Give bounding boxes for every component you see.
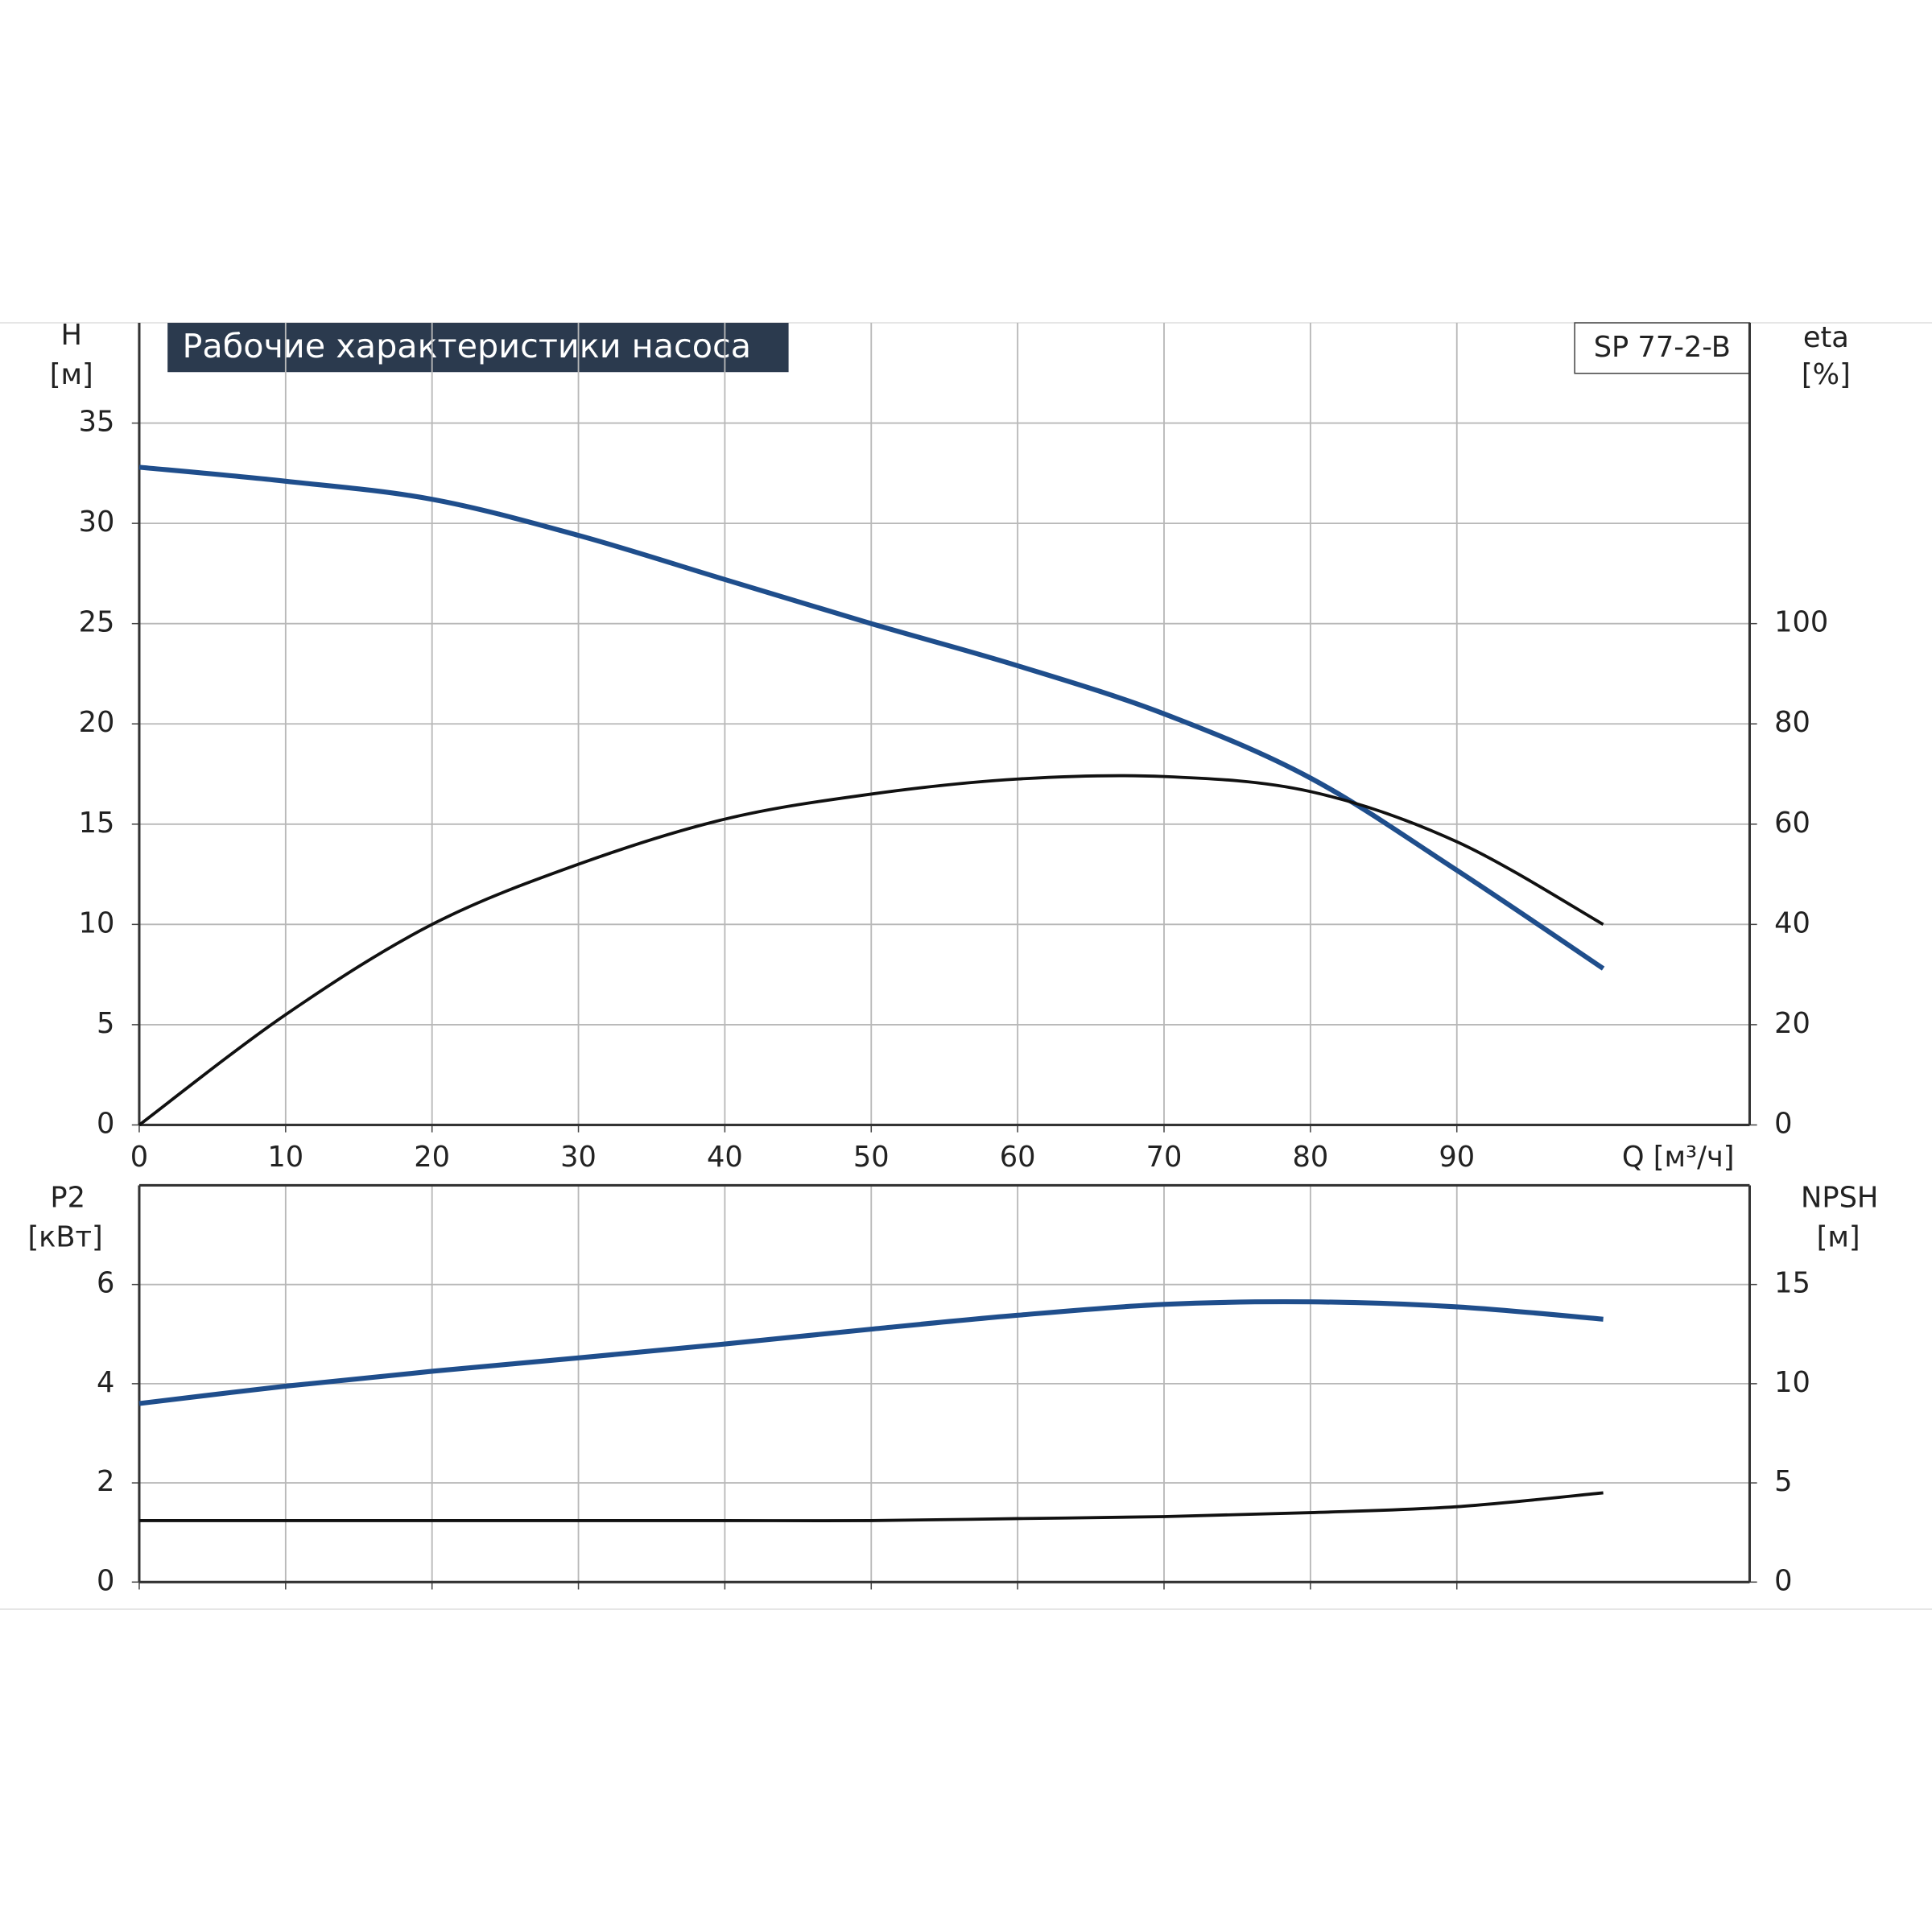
y2-tick-label: 80: [1774, 706, 1810, 739]
y2-tick-label: 10: [1774, 1366, 1810, 1399]
y2-tick-label: 5: [1774, 1465, 1792, 1498]
y2-tick-label: 15: [1774, 1267, 1810, 1300]
y2-label: eta: [1803, 321, 1849, 354]
model-box: [1574, 322, 1751, 374]
y-tick-label: 0: [97, 1107, 114, 1140]
y2-tick-label: 20: [1774, 1007, 1810, 1040]
y-tick-label: 2: [97, 1465, 114, 1498]
series-line: [138, 1491, 1604, 1523]
x-tick-label: 50: [853, 1141, 890, 1174]
y2-tick-label: 40: [1774, 906, 1810, 939]
y-tick-label: 20: [79, 706, 115, 739]
x-tick-label: 70: [1146, 1141, 1183, 1174]
y-tick-label: 10: [79, 906, 115, 939]
series-line: [138, 464, 1605, 971]
y-tick-label: 15: [79, 807, 115, 840]
model-label: SP 77-2-B: [1594, 331, 1731, 364]
x-tick-label: 60: [1000, 1141, 1036, 1174]
x-label: Q [м³/ч]: [1622, 1141, 1735, 1174]
y-tick-label: 30: [79, 506, 115, 539]
title-banner: [167, 323, 789, 373]
y-tick-label: 5: [97, 1007, 114, 1040]
y-tick-label: 35: [79, 406, 115, 439]
y2-tick-label: 100: [1774, 606, 1828, 639]
y2-tick-label: 60: [1774, 807, 1810, 840]
x-tick-label: 30: [560, 1141, 597, 1174]
y-label: P2: [50, 1181, 85, 1214]
y-tick-label: 25: [79, 606, 115, 639]
y2-label: NPSH: [1801, 1181, 1878, 1214]
y-label: H: [61, 319, 82, 352]
x-tick-label: 40: [707, 1141, 743, 1174]
y2-tick-label: 0: [1774, 1564, 1792, 1597]
y-tick-label: 6: [97, 1267, 114, 1300]
x-tick-label: 80: [1292, 1141, 1328, 1174]
x-tick-label: 0: [130, 1141, 148, 1174]
x-tick-label: 10: [267, 1141, 303, 1174]
y2-unit: [м]: [1817, 1220, 1860, 1253]
y2-unit: [%]: [1802, 358, 1851, 391]
y-unit: [м]: [50, 358, 93, 391]
y2-tick-label: 0: [1774, 1107, 1792, 1140]
chart-title: Рабочие характеристики насоса: [183, 327, 752, 365]
x-tick-label: 20: [414, 1141, 450, 1174]
y-tick-label: 4: [97, 1366, 114, 1399]
y-tick-label: 0: [97, 1564, 114, 1597]
series-line: [138, 774, 1604, 1126]
y-unit: [кВт]: [27, 1220, 102, 1253]
x-tick-label: 90: [1439, 1141, 1475, 1174]
series-line: [138, 1299, 1604, 1406]
